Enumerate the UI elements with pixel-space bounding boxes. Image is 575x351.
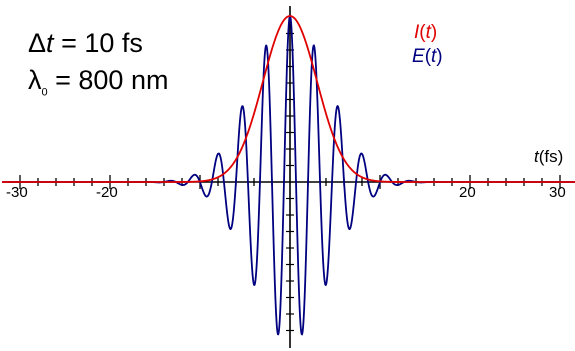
x-tick-label: -20 — [96, 184, 118, 201]
x-tick-label: -30 — [6, 184, 28, 201]
field-series-line — [2, 14, 575, 336]
pulse-duration-label: Δt = 10 fs — [28, 28, 143, 58]
legend-intensity: I(t) — [414, 22, 438, 43]
wavelength-label: λ0 = 800 nm — [28, 65, 169, 99]
x-axis-label: t(fs) — [534, 147, 564, 166]
x-tick-label: 20 — [459, 184, 476, 201]
x-tick-label: 30 — [549, 184, 566, 201]
legend-field: E(t) — [412, 46, 443, 67]
intensity-series-line — [2, 15, 575, 183]
